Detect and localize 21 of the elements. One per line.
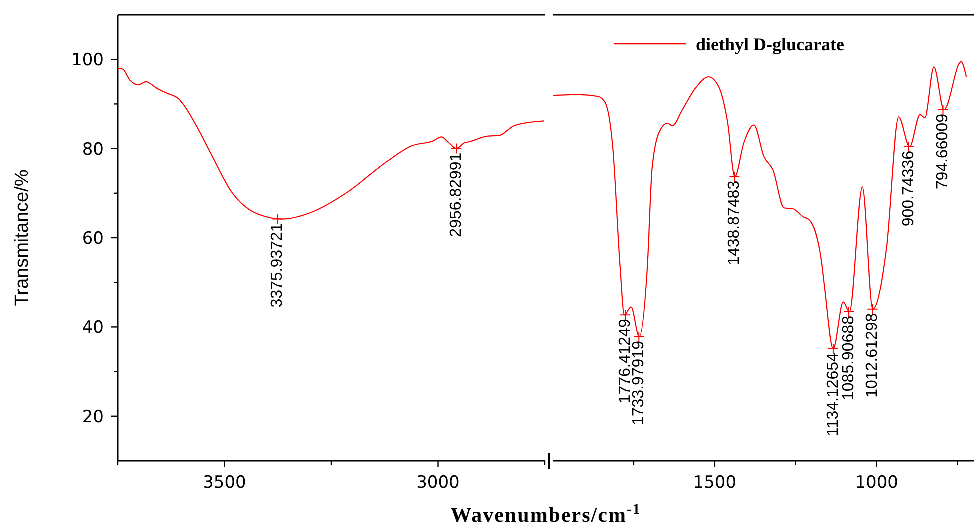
x-tick-label: 3000: [416, 473, 460, 493]
annotation: 900.74336: [900, 150, 918, 227]
x-axis-title: Wavenumbers/cm$^{-1}$: [450, 502, 642, 527]
annotation: 1733.97919: [630, 340, 648, 426]
y-axis-title: Transmitance/%: [12, 170, 33, 306]
y-tick-label: 20: [82, 407, 104, 428]
legend-label: diethyl D-glucarate: [696, 34, 844, 54]
x-tick-label: 1500: [693, 473, 737, 493]
y-tick-label: 80: [82, 140, 104, 160]
annotation: 1134.12654: [824, 352, 842, 436]
annotation: 1438.87483: [726, 180, 744, 266]
y-tick-label: 60: [82, 228, 104, 249]
y-tick-label: 40: [82, 318, 104, 338]
x-tick-label: 1000: [855, 473, 898, 493]
annotation: 794.66009: [934, 114, 952, 190]
annotation: 1012.61298: [864, 313, 882, 398]
annotation: 2956.82991: [448, 152, 466, 238]
annotation: 3375.93721: [269, 223, 286, 308]
y-tick-label: 100: [72, 50, 104, 71]
annotation: 1085.90688: [840, 316, 858, 401]
x-tick-label: 3500: [203, 473, 246, 493]
